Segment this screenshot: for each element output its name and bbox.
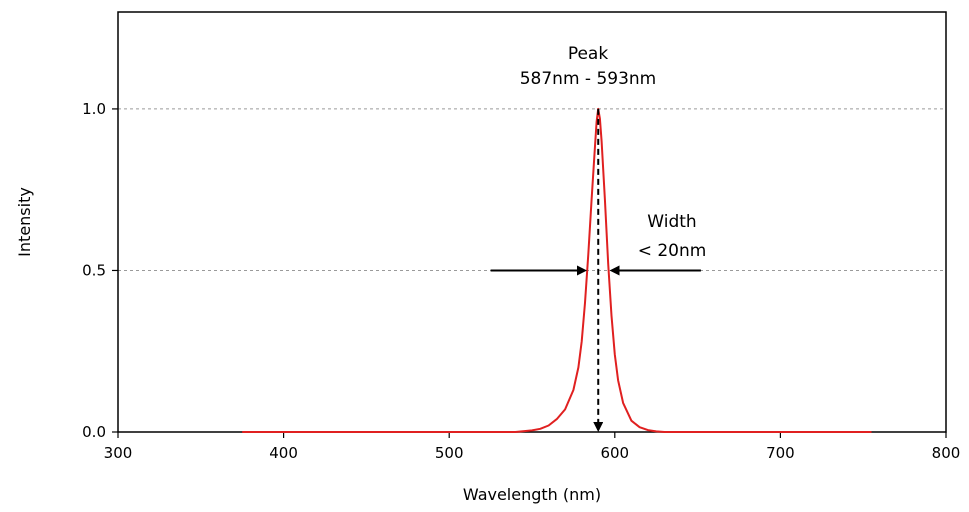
x-tick-label: 800 bbox=[932, 444, 961, 462]
x-tick-label: 300 bbox=[104, 444, 133, 462]
x-axis-title: Wavelength (nm) bbox=[463, 485, 601, 504]
y-tick-label: 1.0 bbox=[82, 100, 106, 118]
annotations: Peak 587nm - 593nm Width < 20nm bbox=[520, 44, 707, 261]
x-tick-label: 600 bbox=[600, 444, 629, 462]
y-tick-label: 0.5 bbox=[82, 261, 106, 279]
series-layer bbox=[242, 107, 872, 433]
markers bbox=[490, 108, 701, 432]
peak-annotation-line: 587nm - 593nm bbox=[520, 69, 657, 89]
peak-annotation-line: Peak bbox=[568, 44, 609, 64]
y-axis-title: Intensity bbox=[15, 187, 34, 257]
y-tick-label: 0.0 bbox=[82, 423, 106, 441]
x-tick-label: 700 bbox=[766, 444, 795, 462]
width-annotation-line: Width bbox=[647, 212, 696, 232]
series-line bbox=[242, 107, 872, 433]
grid bbox=[118, 108, 946, 271]
width-annotation-line: < 20nm bbox=[638, 241, 707, 261]
x-tick-label: 500 bbox=[435, 444, 464, 462]
x-tick-label: 400 bbox=[269, 444, 298, 462]
plot-frame bbox=[117, 11, 947, 433]
ticks: 0.0 0.5 1.0 300 400 500 600 700 800 bbox=[82, 100, 960, 462]
